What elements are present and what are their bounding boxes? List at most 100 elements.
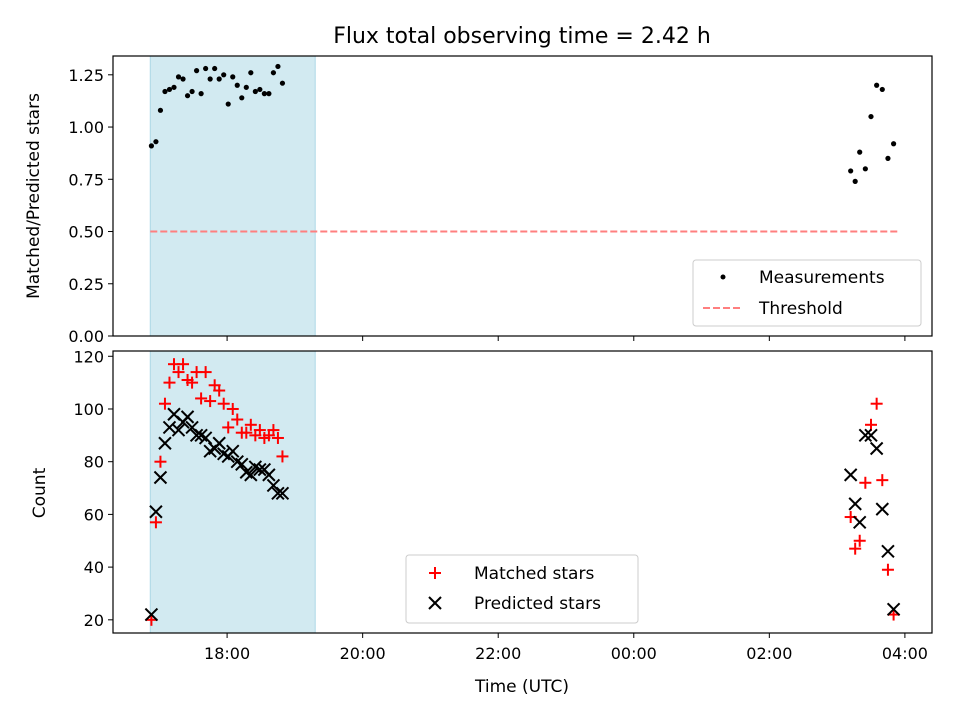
matched-point xyxy=(271,431,284,444)
observing-span xyxy=(149,55,316,337)
bottom-y-axis-label: Count xyxy=(30,467,50,518)
threshold-legend-label: Threshold xyxy=(758,299,843,319)
matched-point xyxy=(199,366,212,379)
measurements-legend-marker xyxy=(720,274,726,280)
measurement-point xyxy=(221,72,227,78)
predicted-point xyxy=(162,420,177,435)
measurement-point xyxy=(252,88,258,95)
predicted-point xyxy=(226,444,240,458)
measurement-point xyxy=(275,63,281,70)
x-axis-label: Time (UTC) xyxy=(474,677,569,697)
measurement-point xyxy=(171,84,177,90)
measurement-point xyxy=(212,65,218,72)
x-axis-ticks-bottom: 18:00 20:00 22:00 00:00 02:00 04:00 xyxy=(204,633,928,663)
matched-point xyxy=(849,542,862,555)
measurements-legend-label: Measurements xyxy=(759,268,885,288)
measurement-point xyxy=(148,143,155,149)
measurement-point xyxy=(868,113,874,120)
y-tick-label: 40 xyxy=(84,558,104,577)
y-tick-label: 60 xyxy=(84,505,104,524)
predicted-point xyxy=(848,497,862,511)
measurement-point xyxy=(157,107,164,113)
matched-point xyxy=(881,563,894,576)
measurement-point xyxy=(189,88,195,95)
matched-point xyxy=(163,376,176,389)
matched-point xyxy=(154,455,167,468)
measurement-point xyxy=(193,68,200,74)
matched-point xyxy=(870,397,883,410)
matched-point xyxy=(253,424,266,437)
measurement-point xyxy=(216,76,222,82)
y-tick-label: 0.25 xyxy=(68,275,104,294)
predicted-point xyxy=(189,428,204,443)
measurement-point xyxy=(270,70,277,76)
observing-span xyxy=(149,350,316,634)
top-legend: Measurements Threshold xyxy=(692,259,922,327)
count-points xyxy=(144,358,901,626)
matched-point xyxy=(864,418,877,431)
matched-point xyxy=(276,450,289,463)
measurement-point xyxy=(279,80,286,86)
observing-span-bottom xyxy=(149,350,316,634)
matched-point xyxy=(231,413,244,426)
x-tick-label: 20:00 xyxy=(340,644,386,663)
measurement-point xyxy=(879,86,885,93)
matched-point xyxy=(267,424,280,437)
measurement-point xyxy=(890,141,897,147)
matched-point xyxy=(213,384,226,397)
matched-point xyxy=(240,426,253,439)
bottom-axes-frame xyxy=(112,350,933,634)
predicted-point xyxy=(212,436,226,450)
x-tick-label: 22:00 xyxy=(475,644,521,663)
measurement-point xyxy=(162,88,168,95)
y-tick-label: 100 xyxy=(73,400,104,419)
measurement-point xyxy=(225,101,231,107)
predicted-point xyxy=(262,468,276,482)
predicted-point xyxy=(244,468,258,482)
matched-legend-label: Matched stars xyxy=(474,564,594,584)
matched-point xyxy=(195,392,208,405)
top-axes-frame xyxy=(112,55,933,337)
matched-point xyxy=(853,534,866,547)
measurement-point xyxy=(207,76,213,82)
matched-point xyxy=(859,476,872,489)
predicted-point xyxy=(275,486,290,501)
predicted-point xyxy=(158,436,172,450)
matched-point xyxy=(226,402,239,415)
measurement-point xyxy=(862,166,868,172)
predicted-point xyxy=(171,423,186,437)
matched-point xyxy=(244,418,257,431)
measurement-point xyxy=(198,91,204,97)
measurement-point xyxy=(248,70,254,76)
bottom-legend: Matched stars Predicted stars xyxy=(405,554,639,624)
x-axis-ticks-top xyxy=(226,336,906,341)
matched-point xyxy=(149,516,162,529)
measurement-point xyxy=(885,155,891,161)
predicted-point xyxy=(253,462,267,477)
predicted-point xyxy=(271,486,285,501)
matched-point xyxy=(186,376,199,389)
matched-point xyxy=(158,397,171,410)
y-tick-label: 80 xyxy=(84,453,104,472)
y-tick-label: 1.25 xyxy=(68,66,104,85)
measurement-point xyxy=(239,95,245,101)
measurement-point xyxy=(175,74,182,80)
matched-point xyxy=(876,474,889,487)
y-tick-label: 0.50 xyxy=(68,223,104,242)
predicted-point xyxy=(869,441,884,456)
predicted-point xyxy=(180,410,195,424)
measurement-point xyxy=(848,168,854,174)
matched-point xyxy=(177,358,190,371)
predicted-point xyxy=(235,457,249,472)
top-y-axis-label: Matched/Predicted stars xyxy=(24,93,44,299)
measurement-point xyxy=(852,178,858,184)
predicted-point xyxy=(144,607,159,622)
predicted-point xyxy=(852,515,867,530)
measurement-point xyxy=(257,86,263,93)
predicted-point xyxy=(198,431,213,445)
top-legend-box xyxy=(692,259,922,327)
measurement-point xyxy=(180,76,186,82)
y-tick-label: 120 xyxy=(73,347,104,366)
y-axis-ticks-bottom: 20 40 60 80 100 120 xyxy=(73,347,113,630)
